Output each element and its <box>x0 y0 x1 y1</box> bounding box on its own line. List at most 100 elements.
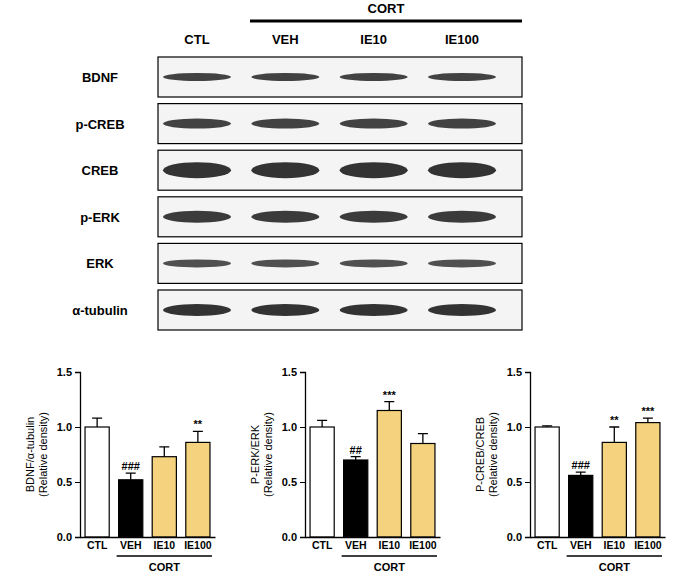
blot-band <box>251 119 319 129</box>
error-bar <box>576 472 586 475</box>
significance: *** <box>383 389 397 401</box>
blot-strip <box>158 150 522 190</box>
tick-label: IE100 <box>184 539 212 551</box>
blot-strip <box>158 243 522 283</box>
x-axis: CTLVEHIE10IE100 <box>306 537 441 551</box>
bar <box>85 427 109 537</box>
tick-mark <box>75 537 80 538</box>
tick: 0.0 <box>282 531 305 543</box>
tick-label: VEH <box>345 539 367 551</box>
lane-label: IE100 <box>445 32 479 47</box>
axis-line <box>306 537 441 538</box>
tick-label: 1.0 <box>507 421 522 433</box>
tick: VEH <box>120 537 142 551</box>
bar <box>152 457 176 537</box>
tick-label: IE10 <box>603 539 625 551</box>
tick: IE10 <box>153 537 175 551</box>
blot-band <box>340 119 408 129</box>
y-axis-title-line: (Relative density) <box>262 412 274 497</box>
bar <box>119 480 143 537</box>
lane-label: VEH <box>272 32 299 47</box>
tick: VEH <box>345 537 367 551</box>
plot-area <box>535 418 660 537</box>
bar <box>344 460 368 537</box>
axis-line <box>525 373 531 538</box>
tick: IE10 <box>378 537 400 551</box>
bar <box>186 442 210 537</box>
y-axis: 0.00.51.01.5 <box>507 366 531 543</box>
significance: ** <box>610 414 619 426</box>
blot-band <box>251 211 319 223</box>
significance: ** <box>194 418 203 430</box>
group-label: CORT <box>599 561 630 573</box>
blot-strip <box>158 290 522 330</box>
y-axis-title: P-CREB/CREB(Relative density) <box>474 412 499 497</box>
blot-strip <box>158 57 522 97</box>
error-bar <box>643 418 653 422</box>
error-bar <box>317 420 327 427</box>
tick-label: 1.0 <box>57 421 72 433</box>
axis-line <box>531 537 666 538</box>
row-label: p-CREB <box>75 117 124 132</box>
tick: CTL <box>537 537 558 551</box>
axis-line <box>300 373 306 538</box>
tick: CTL <box>87 537 108 551</box>
blot-band <box>340 162 408 178</box>
error-bar <box>384 402 394 411</box>
y-axis-title: BDNF/α-tubulin(Relative density) <box>24 412 49 497</box>
group-label: CORT <box>368 1 405 16</box>
bar <box>377 411 401 538</box>
tick-mark <box>525 372 530 373</box>
y-axis: 0.00.51.01.5 <box>57 366 81 543</box>
error-bar <box>92 418 102 427</box>
tick-label: CTL <box>537 539 558 551</box>
blot-band <box>251 162 319 178</box>
tick-label: VEH <box>120 539 142 551</box>
tick-label: VEH <box>570 539 592 551</box>
bar <box>636 423 660 537</box>
tick-label: IE100 <box>634 539 662 551</box>
tick: 1.0 <box>282 421 305 433</box>
blot-band <box>251 304 319 316</box>
group-label: CORT <box>374 561 405 573</box>
blot-band <box>428 304 496 316</box>
blot-band <box>428 259 496 267</box>
plot-area <box>85 418 210 537</box>
bar <box>602 442 626 537</box>
tick-label: 0.5 <box>57 476 72 488</box>
tick: VEH <box>570 537 592 551</box>
tick-label: IE10 <box>153 539 175 551</box>
blot-band <box>163 119 231 129</box>
group-line <box>342 555 437 557</box>
lane-label: IE10 <box>360 32 387 47</box>
bar-chart: 0.00.51.01.5CTLVEHIE10IE100P-CREB/CREB(R… <box>474 366 666 573</box>
group-line <box>117 555 212 557</box>
bar <box>310 427 334 537</box>
tick-mark <box>300 427 305 428</box>
tick: 1.5 <box>507 366 530 378</box>
tick: 1.0 <box>507 421 530 433</box>
row-label: ERK <box>86 256 114 271</box>
blot: CORTCTLVEHIE10IE100BDNFp-CREBCREBp-ERKER… <box>72 1 522 330</box>
tick: 0.5 <box>57 476 80 488</box>
tick: 1.5 <box>57 366 80 378</box>
blot-band <box>428 73 496 81</box>
error-bar <box>126 473 136 480</box>
tick: IE100 <box>634 537 662 551</box>
tick-label: IE100 <box>409 539 437 551</box>
blot-band <box>340 73 408 81</box>
tick-mark <box>525 537 530 538</box>
y-axis-title-line: (Relative density) <box>487 412 499 497</box>
x-axis: CTL VEH IE10 IE100 <box>81 537 216 551</box>
tick-label: 1.0 <box>282 421 297 433</box>
tick: IE100 <box>409 537 437 551</box>
axis-line <box>75 373 81 538</box>
x-axis: CTL VEH IE10 IE100 <box>531 537 666 551</box>
blot-band <box>163 73 231 81</box>
error-bar <box>193 431 203 442</box>
tick-label: 1.5 <box>282 366 297 378</box>
blot-band <box>340 259 408 267</box>
blot-band <box>428 119 496 129</box>
tick-mark <box>525 427 530 428</box>
tick-label: 0.0 <box>507 531 522 543</box>
